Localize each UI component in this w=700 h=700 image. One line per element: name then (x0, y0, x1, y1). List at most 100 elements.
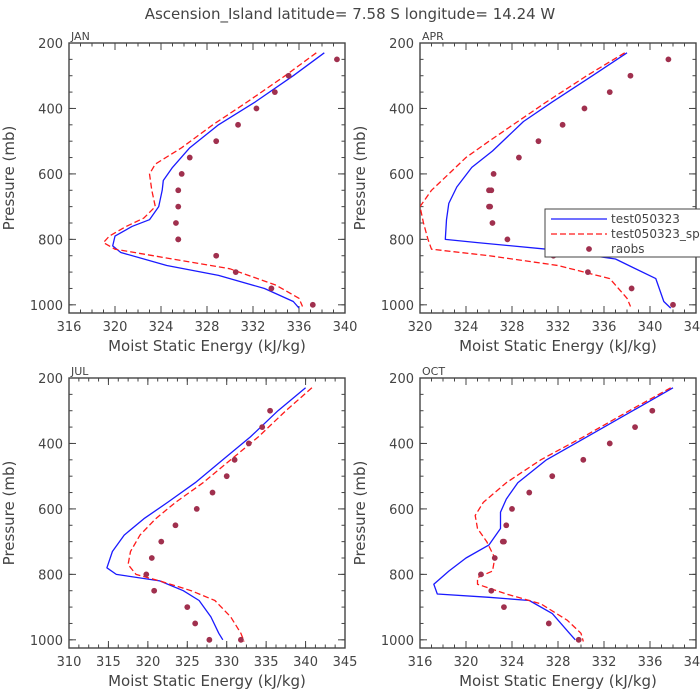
x-axis-title: Moist Static Energy (kJ/kg) (108, 672, 306, 690)
x-tick-label: 316 (57, 320, 82, 335)
raobs-point (285, 72, 292, 79)
test050323-line (444, 52, 672, 309)
raobs-point (489, 220, 496, 226)
x-tick-label: 340 (333, 320, 358, 335)
raobs-point (501, 604, 507, 610)
x-tick-label: 316 (408, 655, 433, 670)
y-tick-label: 400 (38, 102, 63, 117)
legend-box (544, 208, 700, 258)
raobs-point (545, 620, 552, 627)
raobs-point (486, 203, 492, 210)
raobs-point (632, 424, 638, 430)
panel-label: OCT (422, 365, 445, 378)
legend-raobs-marker (586, 246, 592, 252)
x-tick-label: 340 (638, 320, 663, 335)
chart-panel-oct: 316 320 324 328 332 336 340 200 400 600 800 1000 OCT… (351, 365, 700, 690)
raobs-point (516, 154, 522, 161)
raobs-point (549, 473, 556, 480)
raobs-point (509, 506, 515, 512)
raobs-point (148, 555, 155, 561)
y-tick-label: 600 (389, 503, 414, 518)
raobs-point (172, 522, 179, 529)
raobs-point (627, 72, 634, 79)
raobs-point (213, 252, 220, 259)
raobs-point (253, 105, 260, 112)
raobs-point (193, 506, 200, 512)
raobs-point (628, 285, 635, 292)
legend-label-raobs: raobs (611, 242, 645, 256)
x-tick-label: 345 (333, 655, 358, 670)
x-tick-label: 328 (500, 320, 525, 335)
raobs-point (175, 203, 182, 210)
raobs-point (184, 604, 191, 610)
x-tick-label: 320 (408, 320, 433, 335)
y-tick-label: 200 (389, 372, 414, 387)
panels: 316 320 324 328 332 336 340 200 400 600 800 1000 JAN… (0, 30, 700, 690)
y-tick-label: 800 (38, 233, 63, 248)
raobs-point (478, 571, 484, 578)
raobs-point (309, 301, 316, 308)
raobs-point (213, 138, 220, 145)
y-tick-label: 1000 (30, 634, 63, 649)
y-tick-label: 600 (38, 503, 63, 518)
x-tick-label: 315 (96, 655, 121, 670)
x-tick-label: 328 (195, 320, 220, 335)
raobs-point (151, 587, 158, 594)
raobs-point (486, 187, 492, 194)
x-tick-label: 340 (293, 655, 318, 670)
raobs-point (238, 636, 244, 643)
y-tick-label: 200 (38, 37, 63, 52)
x-tick-label: 332 (546, 320, 571, 335)
x-tick-label: 320 (454, 655, 479, 670)
chart-panel-jan: 316 320 324 328 332 336 340 200 400 600 800 1000 JAN… (0, 30, 357, 355)
raobs-point (490, 171, 497, 177)
y-tick-label: 200 (38, 372, 63, 387)
raobs-point (268, 285, 275, 292)
y-tick-label: 400 (38, 437, 63, 452)
raobs-point (231, 456, 238, 463)
raobs-point (606, 89, 613, 95)
y-tick-label: 600 (38, 168, 63, 183)
y-tick-label: 1000 (30, 299, 63, 314)
y-tick-label: 200 (389, 37, 414, 52)
test050323-line (112, 52, 325, 309)
raobs-point (143, 571, 150, 578)
y-axis-title: Pressure (mb) (0, 461, 18, 566)
raobs-point (606, 440, 613, 447)
raobs-point (585, 269, 591, 275)
x-tick-label: 324 (149, 320, 174, 335)
series-group (420, 52, 676, 309)
y-tick-label: 800 (389, 568, 414, 583)
panel-label: JUL (70, 365, 89, 378)
raobs-point (245, 440, 252, 447)
series-group (102, 52, 340, 309)
series-group (433, 387, 674, 643)
y-tick-label: 400 (389, 437, 414, 452)
x-tick-label: 324 (500, 655, 525, 670)
raobs-point (488, 587, 495, 594)
x-tick-label: 344 (684, 320, 700, 335)
y-tick-label: 1000 (381, 634, 414, 649)
test050323-line (433, 387, 674, 641)
raobs-point (209, 489, 216, 496)
y-tick-label: 1000 (381, 299, 414, 314)
y-tick-label: 800 (38, 568, 63, 583)
y-axis-title: Pressure (mb) (351, 461, 369, 566)
raobs-point (175, 236, 182, 243)
raobs-point (581, 105, 588, 112)
raobs-point (206, 636, 213, 643)
y-tick-label: 800 (389, 233, 414, 248)
chart-panel-apr: 320 324 328 332 336 340 344 200 400 600 800 1000 APR… (351, 30, 700, 355)
raobs-point (649, 407, 656, 414)
x-tick-label: 332 (241, 320, 266, 335)
x-tick-label: 325 (175, 655, 200, 670)
panel-label: JAN (70, 30, 90, 43)
raobs-point (232, 269, 239, 275)
y-axis-title: Pressure (mb) (0, 126, 18, 231)
raobs-point (491, 555, 498, 561)
raobs-point (334, 56, 340, 63)
test050323-splc-line (127, 387, 313, 642)
y-tick-label: 400 (389, 102, 414, 117)
raobs-point (504, 236, 511, 243)
